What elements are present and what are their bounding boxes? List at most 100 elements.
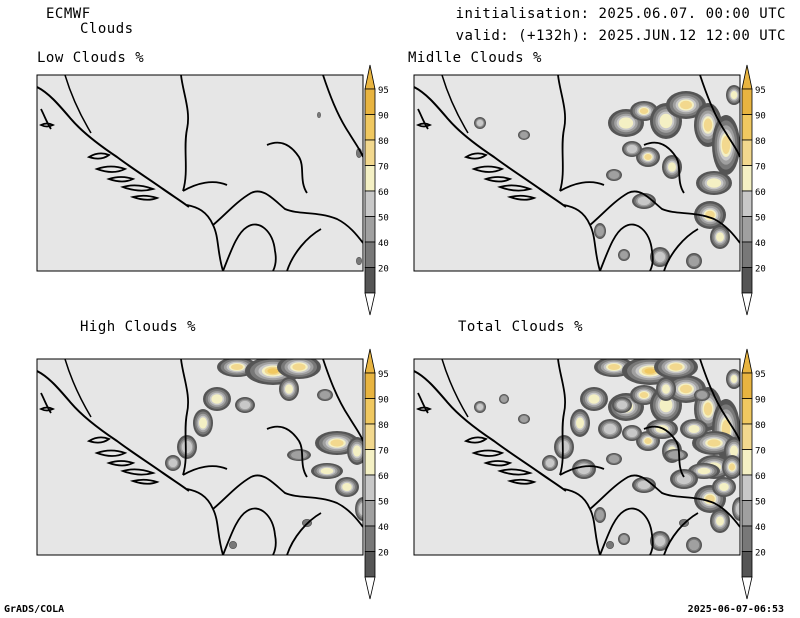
colorbar-tick-label: 40 <box>378 523 389 533</box>
model-label: ECMWF <box>46 6 91 22</box>
colorbar-tick-label: 80 <box>378 137 389 147</box>
cloud-contour <box>620 535 628 543</box>
country-border <box>559 465 605 476</box>
island-outline <box>120 468 156 476</box>
cloud-contour <box>707 439 721 447</box>
cloud-contour <box>596 225 604 237</box>
colorbar-arrow-bottom <box>741 292 753 316</box>
cloud-contour <box>626 428 638 438</box>
cloud-contour <box>356 257 362 265</box>
cloud-contour <box>353 445 361 457</box>
cloud-contour <box>606 541 614 549</box>
cloud-contour <box>576 417 584 429</box>
initialisation-label: initialisation: 2025.06.07. 00:00 UTC <box>455 6 786 22</box>
island-outline <box>38 406 56 412</box>
country-border <box>559 181 605 192</box>
cloud-contour <box>342 483 352 491</box>
colorbar-segment <box>364 449 376 476</box>
map-frame <box>36 358 364 556</box>
cloud-contour <box>358 502 363 516</box>
island-outline <box>497 468 533 476</box>
cloud-contour <box>668 451 684 459</box>
island-outline <box>129 194 160 201</box>
colorbar-arrow-top <box>364 348 376 374</box>
cloud-contour <box>320 467 334 475</box>
colorbar-segment <box>364 267 376 294</box>
cloud-contour <box>719 483 729 491</box>
colorbar-tick-label: 90 <box>755 396 766 406</box>
island-outline <box>120 184 156 192</box>
colorbar-tick-label: 50 <box>755 498 766 508</box>
cloud-contour <box>644 438 652 444</box>
cloud-contour <box>696 391 708 399</box>
cloud-contour <box>500 395 508 403</box>
colorbar-segment <box>741 423 753 450</box>
coastline <box>441 75 469 134</box>
coastline <box>414 370 567 492</box>
cloud-contour <box>608 171 620 179</box>
colorbar-segment <box>741 241 753 268</box>
colorbar-tick-label: 20 <box>378 265 389 275</box>
coastline <box>64 75 92 134</box>
colorbar-tick-label: 70 <box>755 447 766 457</box>
colorbar-tick-label: 50 <box>755 214 766 224</box>
map-panel-middle <box>413 74 741 272</box>
country-border <box>322 359 363 442</box>
colorbar-segment <box>741 398 753 425</box>
cloud-contour <box>637 480 651 490</box>
island-outline <box>483 460 513 467</box>
colorbar-tick-label: 95 <box>378 370 389 380</box>
cloud-contour <box>239 400 251 410</box>
colorbar-segment <box>364 88 376 115</box>
island-outline <box>506 194 537 201</box>
cloud-contour <box>659 397 673 413</box>
colorbar-segment <box>364 525 376 552</box>
coastline <box>64 359 92 418</box>
colorbar-tick-label: 20 <box>378 549 389 559</box>
product-label: Clouds <box>80 21 134 37</box>
cloud-contour <box>603 423 617 435</box>
colorbar-segment <box>741 267 753 294</box>
colorbar-segment <box>741 474 753 501</box>
footer-timestamp-label: 2025-06-07-06:53 <box>687 604 784 615</box>
map-panel-total <box>413 358 741 556</box>
country-border <box>417 392 429 414</box>
island-outline <box>94 165 128 173</box>
country-border <box>699 75 740 158</box>
cloud-contour <box>285 384 293 394</box>
colorbar-segment <box>741 372 753 399</box>
island-outline <box>483 176 513 183</box>
colorbar-arrow-bottom <box>364 292 376 316</box>
cloud-contour <box>644 368 656 374</box>
cloud-contour <box>168 458 178 468</box>
island-outline <box>94 449 128 457</box>
island-outline <box>471 165 505 173</box>
colorbar-low: 95 90 80 70 60 50 40 20 <box>364 64 389 316</box>
cloud-contour <box>330 439 344 447</box>
colorbar-tick-label: 80 <box>378 421 389 431</box>
country-border <box>322 75 363 158</box>
panel-title-middle-clouds: Midlle Clouds % <box>408 50 542 66</box>
colorbar-tick-label: 60 <box>755 472 766 482</box>
cloud-contour <box>476 119 484 127</box>
cloud-contour <box>688 425 700 433</box>
cloud-contour <box>211 394 223 404</box>
country-border <box>589 190 740 244</box>
valid-time-label: valid: (+132h): 2025.JUN.12 12:00 UTC <box>455 28 786 44</box>
island-outline <box>38 122 56 128</box>
country-border <box>266 141 308 194</box>
cloud-contour <box>654 251 666 263</box>
country-border <box>180 75 189 192</box>
country-border <box>182 465 228 476</box>
colorbar-arrow-top <box>741 348 753 374</box>
cloud-contour <box>199 417 207 429</box>
cloud-contour <box>716 232 724 242</box>
coastline <box>37 86 190 208</box>
colorbar-segment <box>741 525 753 552</box>
cloud-contour <box>680 384 692 394</box>
island-outline <box>463 436 488 444</box>
footer-software-label: GrADS/COLA <box>4 604 65 615</box>
cloud-contour <box>730 91 738 99</box>
colorbar-segment <box>741 114 753 141</box>
